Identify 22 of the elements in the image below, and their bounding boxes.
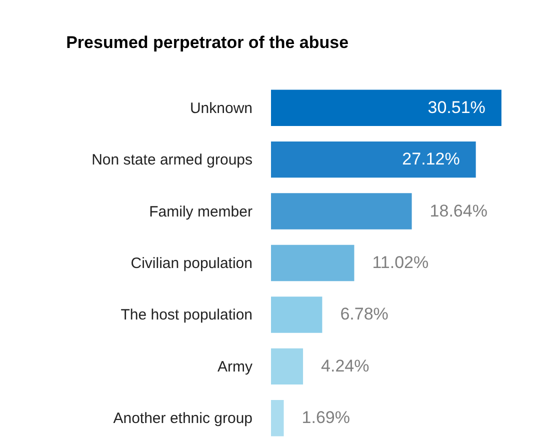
data-label: 4.24% xyxy=(321,356,370,376)
y-tick-label: Another ethnic group xyxy=(113,410,252,428)
bar xyxy=(271,400,284,436)
y-tick-label: Family member xyxy=(149,203,252,220)
data-label: 6.78% xyxy=(340,304,388,324)
bar xyxy=(271,244,354,282)
bar xyxy=(271,348,304,385)
y-tick-label: Civilian population xyxy=(130,255,252,272)
bar xyxy=(271,141,476,178)
y-tick-label: Army xyxy=(218,358,253,376)
y-tick-label: The host population xyxy=(120,306,252,324)
bar xyxy=(271,296,322,333)
data-label: 18.64% xyxy=(430,201,488,220)
bar xyxy=(271,193,412,230)
data-label: 11.02% xyxy=(372,253,429,272)
data-label: 1.69% xyxy=(302,408,350,428)
y-tick-label: Unknown xyxy=(190,100,252,117)
data-label: 27.12% xyxy=(402,150,460,169)
bar xyxy=(271,90,502,126)
data-label: 30.51% xyxy=(428,98,486,117)
chart-title: Presumed perpetrator of the abuse xyxy=(66,33,349,52)
y-tick-label: Non state armed groups xyxy=(92,152,252,169)
